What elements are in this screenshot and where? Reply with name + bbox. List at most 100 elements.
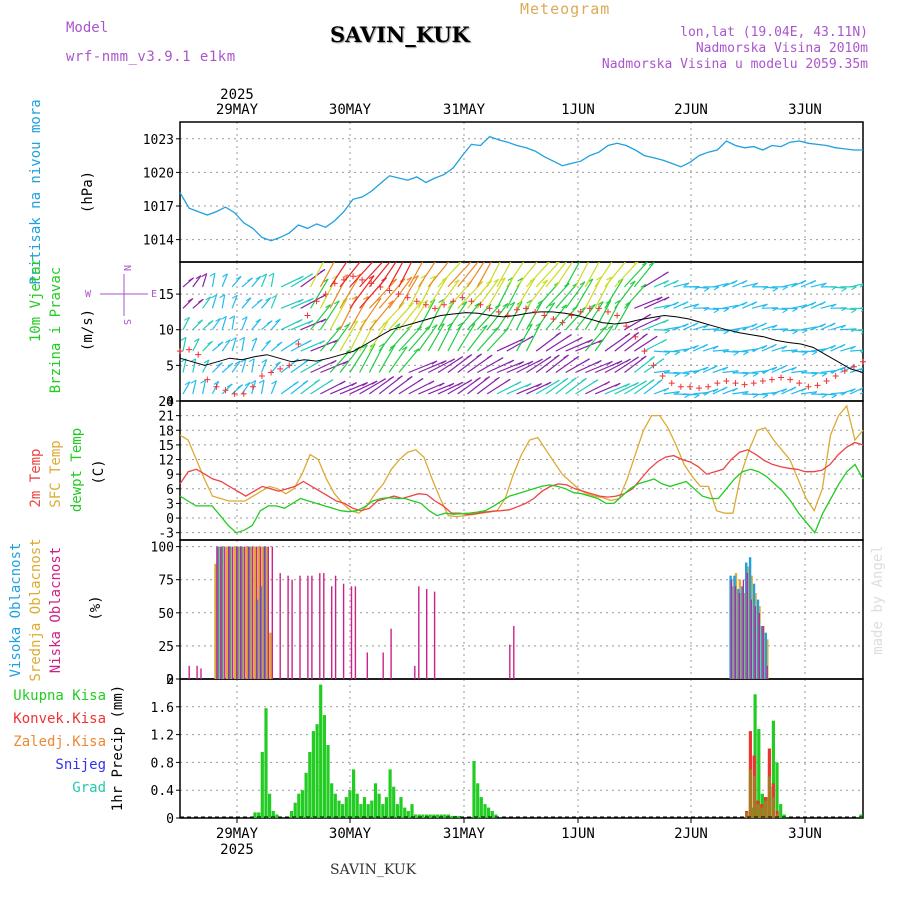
cloud-mid-bar <box>257 546 260 679</box>
wind-barb-tick <box>227 362 234 367</box>
wind-barb-tick <box>378 343 385 348</box>
cloud-mid-bar <box>214 563 217 679</box>
wind-barb <box>300 318 327 331</box>
wind-barb-tick <box>648 379 655 384</box>
precip-total-bar <box>344 797 348 818</box>
precip-total-bar <box>406 811 410 818</box>
precip-total-bar <box>297 793 301 818</box>
bottom-date-label: 29MAY <box>216 826 259 842</box>
wind-barb-tick <box>244 382 251 386</box>
wind-barb <box>594 382 621 395</box>
bottom-date-label: 31MAY <box>443 826 486 842</box>
precip-total-bar <box>421 814 425 818</box>
wind-barb-tick <box>810 280 817 284</box>
wind-barb-tick <box>703 366 709 371</box>
wind-barb-tick <box>391 254 396 257</box>
precip-frz-bars <box>745 769 779 818</box>
cloud-high-bar <box>741 586 744 679</box>
wind-barb <box>859 350 863 352</box>
cloud-low-bar <box>271 546 273 679</box>
gust-marker <box>550 316 557 323</box>
wind-barb-tick <box>466 354 472 359</box>
wind-barb-tick <box>741 301 748 306</box>
wind-barb-tick <box>195 275 202 280</box>
wind-barb-tick <box>190 379 197 384</box>
precip-total-bar <box>377 793 381 818</box>
model-name: wrf-nmm_v3.9.1 e1km <box>66 49 236 65</box>
y-tick-label: 2 <box>166 673 174 688</box>
wind-barb <box>408 325 431 352</box>
wind-barb-tick <box>371 380 378 385</box>
wind-barb-tick <box>447 257 452 260</box>
compass-label-n: N <box>121 265 132 271</box>
wind-barb-tick <box>772 391 779 396</box>
wind-barb-tick <box>555 262 559 264</box>
cloud-low-bar <box>263 546 266 679</box>
bottom-date-label: 3JUN <box>788 826 822 842</box>
wind-barb-tick <box>592 379 599 384</box>
gust-marker <box>468 298 475 305</box>
wind-barb-tick <box>424 325 431 330</box>
precip-total-bar <box>414 814 418 818</box>
credit-watermark: made by Angel <box>870 545 886 655</box>
wind-barb-tick <box>791 366 797 371</box>
wind-barb-tick <box>240 358 247 363</box>
gust-marker <box>258 373 265 380</box>
cloud-mid-bar <box>241 546 245 679</box>
wind-barb <box>221 273 228 288</box>
gust-marker <box>413 298 420 305</box>
wind-barb-tick <box>623 259 628 262</box>
wind-barb <box>545 354 569 373</box>
gust-marker <box>486 305 493 312</box>
precip-total-bar <box>322 715 326 818</box>
gust-marker <box>705 383 712 390</box>
cloud-low-bar <box>279 573 281 679</box>
wind-barb <box>398 348 420 373</box>
wind-barb <box>663 326 680 331</box>
wind-barb-tick <box>820 323 827 328</box>
wind-barb <box>398 326 423 352</box>
wind-barb-tick <box>248 358 255 363</box>
bottom-date-label: 30MAY <box>329 826 372 842</box>
wind-barb <box>270 273 275 288</box>
wind-barb <box>801 371 818 375</box>
wind-barb-tick <box>368 275 375 280</box>
cloud-low-bar <box>746 573 749 679</box>
wind-barb <box>202 296 212 309</box>
wind-barb <box>467 262 485 288</box>
wind-barb-tick <box>682 301 689 306</box>
wind-barb-tick <box>423 252 428 255</box>
wind-barb <box>270 361 281 373</box>
wind-barb-tick <box>615 382 621 387</box>
wind-barb-tick <box>712 345 719 350</box>
wind-barb-tick <box>649 356 655 361</box>
wind-barb-tick <box>723 330 730 335</box>
precip-frz-bar <box>745 812 749 818</box>
wind-barb <box>378 344 396 373</box>
precip-total-bar <box>403 807 407 818</box>
wind-barb <box>192 380 197 395</box>
y-tick-label: 0 <box>166 512 174 527</box>
cloud-high-axis-label: Visoka Oblacnost <box>8 543 24 678</box>
wind-barb-tick <box>542 279 548 284</box>
precip-total-bar <box>428 814 432 818</box>
precip-total-bar <box>472 761 476 818</box>
bottom-year-label: 2025 <box>220 842 254 858</box>
precip-total-bar <box>311 731 315 818</box>
wind-barb <box>604 278 624 309</box>
precip-total-bar <box>366 804 370 818</box>
gust-marker <box>641 348 648 355</box>
wind-barb <box>457 262 479 288</box>
wind-barb-tick <box>607 361 613 365</box>
wind-barb <box>427 277 448 309</box>
wind-barb <box>771 345 788 352</box>
wind-barb <box>859 284 863 288</box>
wind-barb-tick <box>200 379 206 384</box>
y-tick-label: 24 <box>158 395 174 410</box>
wind-barb-tick <box>457 322 464 327</box>
wind-barb <box>359 297 382 331</box>
wind-barb-tick <box>549 302 555 307</box>
gust-marker <box>723 378 730 385</box>
precip-total-bar <box>289 811 294 818</box>
